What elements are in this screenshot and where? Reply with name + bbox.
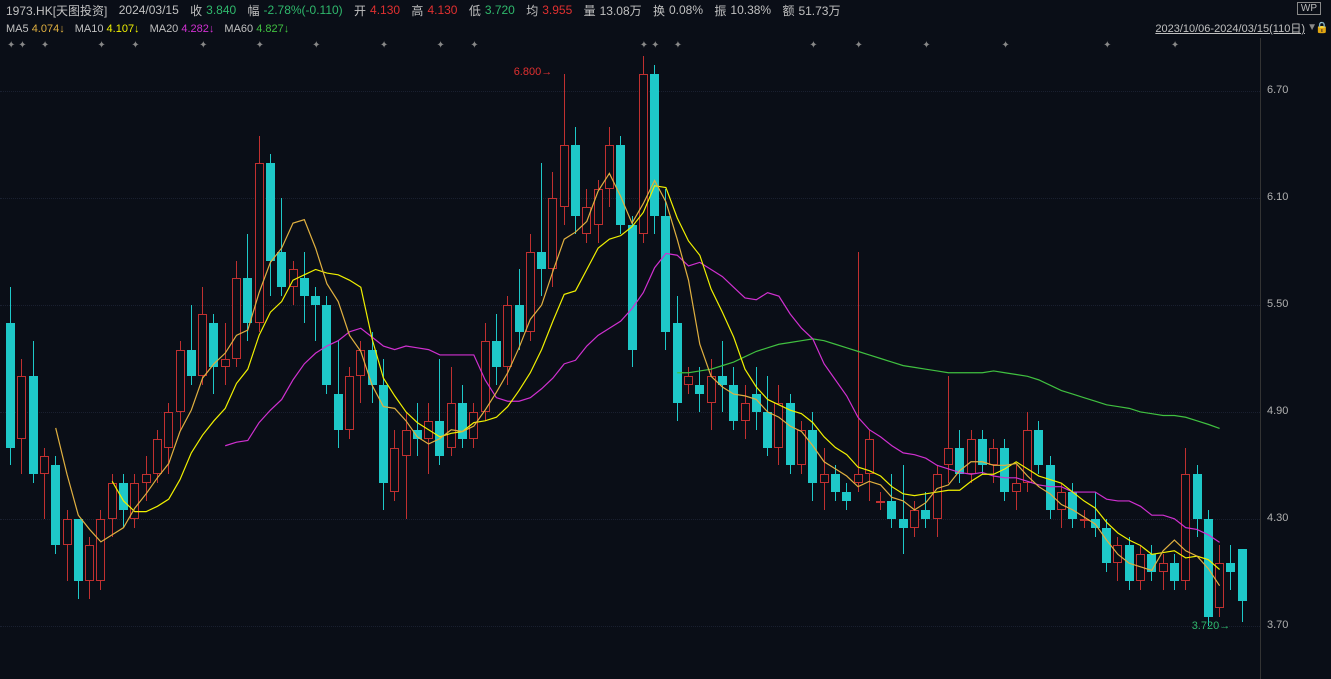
ma5-value: 4.074↓: [32, 23, 65, 35]
high-label: 高: [411, 2, 423, 19]
ma10-value: 4.107↓: [107, 23, 140, 35]
high-annotation: 6.800→: [514, 66, 553, 78]
candlestick-chart[interactable]: [0, 38, 1260, 679]
amp-value: 10.38%: [730, 3, 771, 17]
chg-value: -2.78%(-0.110): [264, 3, 343, 17]
low-annotation: 3.720→: [1192, 620, 1231, 632]
open-value: 4.130: [370, 3, 400, 17]
vol-label: 量: [584, 2, 596, 19]
close-label: 收: [190, 2, 202, 19]
turn-value: 0.08%: [669, 3, 703, 17]
close-value: 3.840: [206, 3, 236, 17]
low-label: 低: [469, 2, 481, 19]
avg-value: 3.955: [542, 3, 572, 17]
wp-badge[interactable]: WP: [1297, 2, 1321, 15]
ticker[interactable]: 1973.HK[天图投资]: [6, 2, 107, 19]
y-tick-label: 6.10: [1267, 191, 1288, 203]
avg-label: 均: [526, 2, 538, 19]
amt-value: 51.73万: [798, 2, 840, 19]
vol-value: 13.08万: [600, 2, 642, 19]
lock-icon[interactable]: 🔒: [1315, 21, 1329, 34]
date: 2024/03/15: [119, 3, 179, 17]
date-range[interactable]: 2023/10/06-2024/03/15(110日): [1155, 20, 1305, 36]
header-bar: 1973.HK[天图投资] 2024/03/15 收 3.840 幅 -2.78…: [0, 0, 1331, 20]
y-axis: 3.70 4.30 4.90 5.50 6.10 6.70: [1260, 38, 1331, 679]
ma60-value: 4.827↓: [256, 23, 289, 35]
chg-label: 幅: [248, 2, 260, 19]
y-tick-label: 6.70: [1267, 84, 1288, 96]
low-value: 3.720: [485, 3, 515, 17]
y-tick-label: 3.70: [1267, 619, 1288, 631]
turn-label: 换: [653, 2, 665, 19]
ma5-label: MA5: [6, 23, 29, 35]
y-tick-label: 4.90: [1267, 405, 1288, 417]
ma10-label: MA10: [75, 23, 104, 35]
ma20-value: 4.282↓: [181, 23, 214, 35]
ma60-label: MA60: [224, 23, 253, 35]
open-label: 开: [354, 2, 366, 19]
ma-bar: MA5 4.074↓ MA10 4.107↓ MA20 4.282↓ MA60 …: [0, 20, 1331, 38]
amt-label: 额: [782, 2, 794, 19]
amp-label: 振: [714, 2, 726, 19]
y-tick-label: 5.50: [1267, 298, 1288, 310]
high-value: 4.130: [427, 3, 457, 17]
ma20-label: MA20: [150, 23, 179, 35]
y-tick-label: 4.30: [1267, 512, 1288, 524]
